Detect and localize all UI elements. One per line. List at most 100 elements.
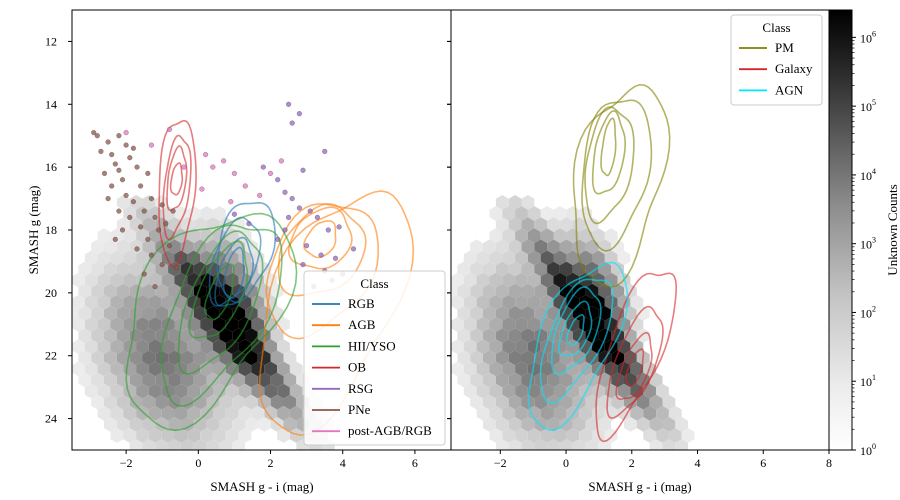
hexbin-cell — [180, 350, 194, 366]
point-pne — [152, 214, 158, 221]
hexbin-cell — [270, 372, 284, 388]
hexbin-cell — [476, 361, 490, 377]
hexbin-cell — [617, 339, 631, 355]
kde-contour-rgb — [214, 236, 255, 307]
hexbin-cell — [553, 272, 567, 288]
hexbin-cell — [495, 372, 509, 388]
hexbin-cell — [636, 417, 650, 432]
hexbin-cell — [553, 250, 567, 266]
hexbin-cell — [193, 328, 207, 343]
point-rsg — [304, 243, 310, 249]
hexbin-cell — [604, 250, 618, 266]
hexbin-cell — [116, 328, 130, 343]
hexbin-cell — [662, 439, 676, 450]
hexbin-cell — [168, 283, 181, 299]
right-x-axis-label: SMASH g - i (mag) — [588, 479, 691, 494]
hexbin-cell — [502, 428, 516, 443]
hexbin-cell — [72, 294, 85, 310]
kde-contour-galaxy — [615, 332, 653, 401]
hexbin-cell — [515, 206, 528, 221]
hexbin-cell — [476, 405, 490, 421]
hexbin-cell — [72, 272, 85, 288]
hexbin-cell — [193, 261, 207, 277]
hexbin-cell — [155, 261, 169, 277]
hexbin-cell — [200, 294, 213, 310]
hexbin-cell — [219, 394, 233, 410]
hexbin-cell — [193, 217, 207, 232]
hexbin-cell — [451, 294, 464, 310]
x-tick-label: −2 — [494, 456, 507, 470]
hexbin-cell — [270, 394, 284, 410]
hexbin-cell — [521, 283, 535, 299]
hexbin-cell — [193, 306, 207, 321]
hexbin-cell — [84, 250, 98, 266]
hexbin-cell — [245, 372, 258, 388]
hexbin-cell — [592, 339, 605, 355]
x-tick-label: 0 — [195, 456, 201, 470]
hexbin-cell — [604, 294, 618, 310]
hexbin-cell — [463, 317, 477, 332]
hexbin-cell — [617, 405, 631, 421]
hexbin-cell — [483, 417, 496, 432]
hexbin-cell — [161, 339, 175, 355]
legend-label: AGB — [348, 317, 376, 332]
hexbin-cell — [457, 261, 471, 277]
hexbin-cell — [283, 417, 297, 432]
hexbin-cell — [84, 361, 98, 377]
hexbin-cell — [116, 217, 130, 232]
hexbin-cell — [489, 250, 503, 266]
hexbin-cell — [534, 217, 548, 232]
hexbin-cell — [502, 383, 516, 399]
hexbin-cell — [168, 306, 181, 321]
hexbin-cell — [142, 306, 156, 321]
hexbin-cell — [116, 239, 130, 255]
hexbin-cell — [283, 350, 297, 366]
hexbin-cell — [245, 328, 258, 343]
hexbin-cell — [521, 328, 535, 343]
hexbin-cell — [540, 228, 554, 244]
hexbin-cell — [681, 428, 695, 443]
hexbin-cell — [91, 239, 104, 255]
hexbin-cell — [585, 328, 599, 343]
hexbin-cell — [463, 272, 477, 288]
colorbar: 100 101 102 103 104 105 106 Unknown Counts — [828, 9, 900, 458]
y-tick-label: 18 — [45, 223, 57, 237]
point-rsg — [300, 167, 306, 173]
hexbin-cell — [116, 306, 130, 321]
hexbin-cell — [110, 428, 124, 443]
hexbin-cell — [566, 428, 580, 443]
point-post-agb-rgb — [123, 130, 129, 136]
kde-contour-agn — [539, 278, 614, 404]
hexbin-cell — [547, 239, 560, 255]
x-tick-label: 4 — [340, 456, 346, 470]
hexbin-cell — [129, 195, 143, 210]
hexbin-cell — [502, 361, 516, 377]
hexbin-cell — [572, 261, 586, 277]
hexbin-cell — [289, 361, 303, 377]
point-post-agb-rgb — [267, 170, 274, 177]
hexbin-cell — [495, 328, 509, 343]
point-pne — [138, 224, 144, 230]
hexbin-cell — [116, 394, 130, 410]
hexbin-cell — [110, 405, 124, 421]
hexbin-cell — [559, 239, 573, 255]
left-x-axis-label: SMASH g - i (mag) — [210, 479, 313, 494]
kde-contour-hii-yso — [203, 263, 235, 321]
hexbin-cell — [451, 272, 464, 288]
hexbin-cell — [668, 405, 682, 421]
hexbin-cell — [142, 394, 156, 410]
hexbin-cell — [168, 328, 181, 343]
hexbin-cell — [508, 372, 522, 388]
hexbin-cell — [174, 428, 188, 443]
hexbin-cell — [636, 328, 650, 343]
left-plot-area — [72, 101, 415, 450]
hexbin-cell — [502, 405, 516, 421]
left-hexbin-background — [72, 195, 335, 450]
x-tick-label: 2 — [629, 456, 635, 470]
point-pne — [119, 227, 126, 233]
point-rsg — [282, 227, 288, 233]
hexbin-cell — [232, 439, 245, 450]
hexbin-cell — [123, 250, 137, 266]
point-rsg — [260, 164, 266, 170]
point-pne — [127, 214, 133, 221]
